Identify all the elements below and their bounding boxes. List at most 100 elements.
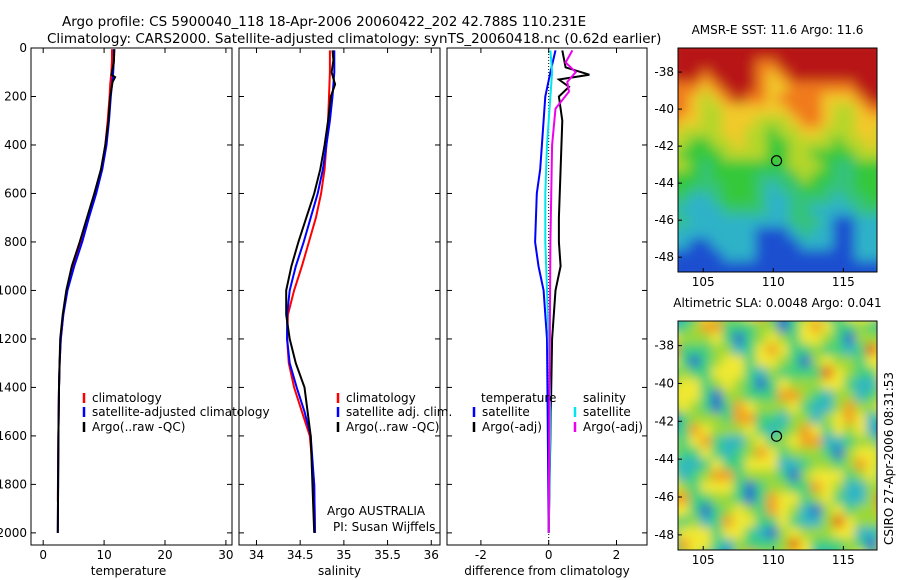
- map-cell: [733, 504, 746, 517]
- map-cell: [689, 332, 702, 345]
- map-cell: [711, 70, 724, 83]
- map-cell: [755, 355, 768, 368]
- map-cell: [832, 92, 845, 105]
- map-cell: [755, 469, 768, 483]
- map-cell: [821, 59, 834, 72]
- map-cell: [810, 481, 823, 494]
- map-cell: [744, 272, 756, 284]
- map-cell: [678, 227, 691, 240]
- map-cell: [766, 332, 779, 345]
- map-cell: [821, 260, 834, 272]
- map-cell: [733, 204, 746, 217]
- map-cell: [722, 469, 735, 483]
- map-cell: [865, 435, 877, 448]
- map-frame-sla: [677, 320, 878, 551]
- map-cell: [700, 227, 713, 240]
- map-cell: [799, 92, 812, 105]
- map-cell: [700, 148, 713, 161]
- map-cell: [766, 216, 779, 229]
- map-cell: [766, 115, 779, 128]
- map-cell: [832, 48, 845, 61]
- map-cell: [799, 171, 812, 184]
- map-cell: [777, 238, 790, 251]
- map-cell: [810, 126, 823, 139]
- map-cell: [733, 272, 745, 284]
- map-cell: [877, 138, 889, 150]
- map-cell: [821, 504, 834, 517]
- map-cell: [877, 48, 889, 60]
- map-cell: [810, 527, 823, 540]
- map-cell: [799, 115, 812, 128]
- map-cell: [832, 412, 845, 426]
- map-title-sla: Altimetric SLA: 0.0048 Argo: 0.041: [673, 296, 881, 310]
- map-cell: [733, 104, 746, 117]
- map-cell: [799, 481, 812, 494]
- map-cell: [777, 160, 790, 173]
- map-cell: [810, 70, 823, 83]
- map-cell: [733, 260, 746, 272]
- map-image-sla: [678, 321, 877, 550]
- map-cell: [821, 458, 834, 471]
- map-cell: [821, 492, 834, 506]
- legend-diff-header-temperature: temperature: [481, 391, 556, 405]
- map-cell: [854, 92, 867, 105]
- map-cell: [788, 171, 801, 184]
- map-cell: [821, 515, 834, 529]
- map-cell: [821, 355, 834, 368]
- map-cell: [711, 321, 724, 334]
- map-cell: [700, 171, 713, 184]
- map-cell: [678, 389, 691, 403]
- map-cell: [788, 92, 801, 105]
- map-cell: [711, 182, 724, 195]
- map-cell: [689, 92, 702, 105]
- map-cell: [722, 59, 735, 72]
- map-cell: [788, 538, 801, 550]
- map-cell: [711, 104, 724, 117]
- map-cell: [766, 160, 779, 173]
- map-cell: [832, 378, 845, 391]
- map-y-tick-label: -48: [654, 250, 674, 264]
- map-cell: [877, 182, 889, 194]
- map-cell: [799, 321, 812, 322]
- map-cell: [854, 332, 867, 345]
- map-cell: [843, 515, 856, 529]
- map-cell: [821, 171, 834, 184]
- map-cell: [722, 204, 735, 217]
- map-cell: [799, 332, 812, 345]
- map-cell: [733, 249, 746, 262]
- map-cell: [832, 160, 845, 173]
- map-cell: [678, 343, 691, 357]
- map-cell: [766, 148, 779, 161]
- map-cell: [854, 492, 867, 506]
- series-diff-argo: [547, 50, 590, 533]
- map-cell: [788, 182, 801, 195]
- map-cell: [821, 227, 834, 240]
- map-cell: [788, 355, 801, 368]
- map-cell: [755, 366, 768, 380]
- map-cell: [777, 481, 790, 494]
- map-cell: [678, 435, 691, 448]
- map-cell: [722, 481, 735, 494]
- map-cell: [722, 126, 735, 139]
- map-cell: [700, 321, 713, 322]
- map-cell: [810, 378, 823, 391]
- map-cell: [744, 504, 757, 517]
- map-cell: [689, 527, 702, 540]
- map-cell: [799, 137, 812, 150]
- map-cell: [865, 48, 877, 61]
- map-cell: [700, 343, 713, 357]
- map-cell: [843, 249, 856, 262]
- map-cell: [777, 424, 790, 437]
- map-cell: [700, 81, 713, 94]
- map-cell: [711, 216, 724, 229]
- map-cell: [865, 515, 877, 529]
- map-cell: [678, 321, 679, 322]
- map-cell: [700, 70, 713, 83]
- map-cell: [865, 115, 877, 128]
- map-cell: [810, 48, 823, 49]
- map-cell: [799, 204, 812, 217]
- map-cell: [843, 538, 856, 550]
- map-cell: [711, 81, 724, 94]
- map-cell: [733, 115, 746, 128]
- map-cell: [832, 238, 845, 251]
